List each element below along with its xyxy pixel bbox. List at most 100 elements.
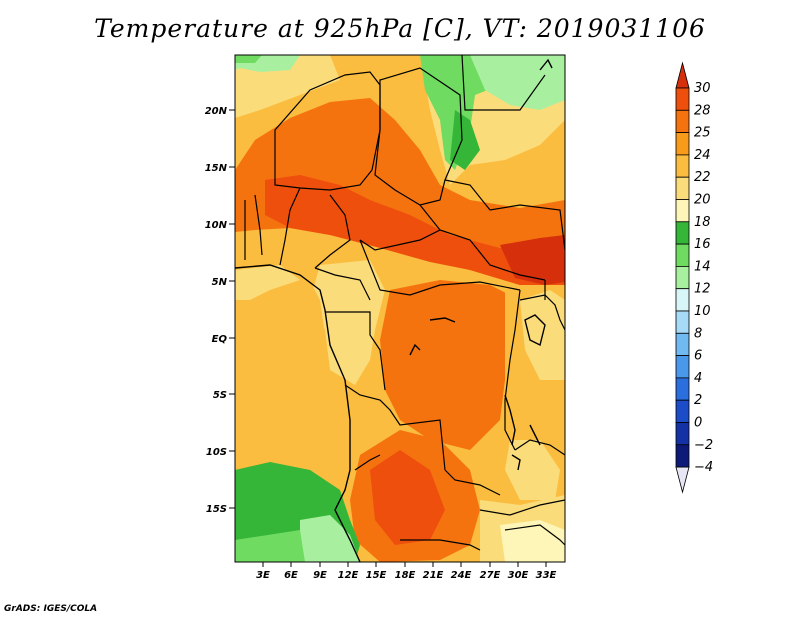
lake-1	[409, 343, 421, 356]
colorbar-label: 6	[694, 349, 702, 364]
colorbar-swatch	[675, 444, 690, 468]
lon-label: 15E	[366, 570, 387, 581]
border-zimbabwe	[504, 524, 566, 546]
colorbar-label: −4	[694, 460, 713, 475]
lon-label: 24E	[451, 570, 472, 581]
colorbar-label: 4	[694, 371, 702, 386]
border-egypt-sudan	[461, 54, 546, 111]
lat-label: 10S	[206, 447, 227, 458]
field-25-sahel	[235, 98, 565, 285]
colorbar-label: 14	[694, 259, 711, 274]
field-30-east	[500, 235, 565, 285]
field-18-south-east	[500, 520, 565, 562]
colorbar-swatch	[675, 221, 690, 245]
border-chad	[374, 67, 463, 206]
colorbar-swatch	[675, 399, 690, 423]
lat-label: 15S	[206, 504, 227, 515]
lon-label: 27E	[480, 570, 501, 581]
lat-axis: 20N 15N 10N 5N EQ 5S 10S 15S	[205, 106, 235, 515]
river-congo-1	[429, 317, 456, 323]
colorbar-label: 22	[694, 170, 711, 185]
lon-label: 33E	[536, 570, 557, 581]
colorbar-label: 10	[694, 304, 711, 319]
border-drc-angola	[344, 384, 446, 471]
colorbar-swatch	[675, 154, 690, 178]
field-12-south	[300, 515, 360, 562]
lon-label: 21E	[423, 570, 444, 581]
border-cameroon-nigeria	[314, 194, 351, 269]
colorbar-swatch	[675, 377, 690, 401]
map-title: Temperature at 925hPa [C], VT: 201903110…	[94, 14, 706, 43]
border-cameroon-south	[314, 267, 371, 301]
coastlines	[234, 58, 553, 563]
field-16-ne	[450, 110, 480, 170]
lat-label: 15N	[205, 163, 228, 174]
field-22-ocean	[235, 262, 350, 470]
lake-small	[529, 424, 541, 446]
lon-label: 3E	[256, 570, 270, 581]
colorbar-swatch	[675, 332, 690, 356]
border-tanzania-zambia	[514, 439, 566, 456]
colorbar-label: 28	[694, 103, 711, 118]
lon-label: 6E	[284, 570, 298, 581]
border-zambia-south	[479, 499, 566, 516]
colorbar-label: 2	[694, 393, 702, 408]
field-20-ocean	[235, 265, 300, 300]
colorbar-swatch	[675, 265, 690, 290]
border-benin-togo	[254, 194, 263, 256]
colorbar-label: 16	[694, 237, 711, 252]
field-20-se	[505, 440, 560, 500]
field-28-band	[265, 175, 565, 285]
colorbar-swatch	[675, 422, 690, 446]
colorbar-label: 20	[694, 193, 711, 208]
lon-label: 9E	[313, 570, 327, 581]
border-niger	[274, 71, 381, 191]
colorbar-label: −2	[694, 438, 713, 453]
coast-red-sea	[539, 58, 553, 71]
lat-label: 5N	[212, 277, 228, 288]
colorbar-swatch	[675, 109, 690, 134]
colorbar-label: 12	[694, 282, 711, 297]
border-car-south	[359, 239, 521, 296]
colorbar-swatch	[675, 87, 690, 111]
colorbar-label: 30	[694, 81, 711, 96]
colorbar-swatch	[675, 243, 690, 267]
border-gabon-congo	[325, 311, 386, 391]
field-14-south	[235, 530, 305, 562]
lake-victoria	[524, 314, 546, 347]
lon-axis: 3E 6E 9E 12E 15E 18E 21E 24E 27E 30E 33E	[256, 562, 557, 581]
border-drc-east	[504, 289, 521, 451]
border-uganda	[519, 294, 566, 331]
colorbar-label: 18	[694, 215, 711, 230]
border-drc-zambia	[444, 469, 501, 496]
border-car-ssudan	[419, 204, 546, 281]
border-angola-north	[354, 454, 381, 471]
field-25-congo	[380, 280, 520, 450]
colorbar-top-arrow	[675, 61, 690, 89]
lake-tanganyika	[504, 394, 516, 446]
lat-label: 20N	[205, 106, 228, 117]
colorbar-swatch	[675, 310, 690, 334]
lat-label: EQ	[212, 334, 228, 345]
lon-label: 18E	[395, 570, 416, 581]
temperature-field	[235, 55, 565, 562]
coast-west	[234, 264, 361, 563]
colorbar-swatch	[675, 355, 690, 379]
border-sudan	[444, 179, 566, 251]
colorbar-label: 0	[694, 416, 702, 431]
border-nigeria-benin	[279, 187, 301, 266]
colorbar-swatch	[675, 199, 690, 223]
colorbar-swatch	[675, 288, 690, 312]
lon-label: 30E	[508, 570, 529, 581]
field-14-nw	[235, 55, 262, 63]
colorbar-swatch	[675, 176, 690, 200]
country-borders	[244, 54, 566, 551]
lake-mweru	[511, 454, 521, 471]
field-28-angola	[370, 450, 445, 545]
colorbar-swatch	[675, 132, 690, 156]
border-angola-namibia	[400, 539, 481, 551]
lat-label: 5S	[213, 390, 227, 401]
credit-text: GrADS: IGES/COLA	[4, 604, 98, 614]
